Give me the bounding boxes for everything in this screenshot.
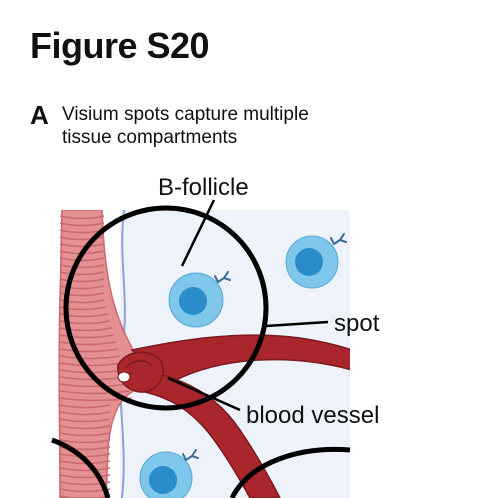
visium-spot-main: [63, 205, 269, 411]
visium-spot-lower-left: [51, 437, 111, 498]
blood-vessel: [117, 334, 350, 498]
antibody-icon: [330, 233, 347, 245]
visium-spot-lower-right: [229, 446, 351, 498]
vessel-ring: [59, 390, 130, 395]
vessel-ring: [59, 215, 105, 220]
vessel-ring: [59, 467, 111, 472]
vessel-ring: [59, 278, 105, 283]
vessel-ring: [59, 236, 105, 241]
antibody-icon: [214, 271, 231, 283]
vessel-ring: [59, 327, 112, 332]
spot-leader-line: [265, 320, 329, 328]
b-cell-center: [168, 271, 231, 328]
vessel-ring: [59, 439, 111, 444]
vessel-ring: [59, 222, 105, 227]
blood-vessel-opening: [117, 371, 131, 383]
blood-vessel-knot-highlight: [125, 360, 153, 369]
vessel-ring: [59, 285, 105, 290]
figure-title: Figure S20: [30, 25, 210, 66]
vessel-ring: [59, 432, 111, 437]
vessel-ring: [59, 418, 111, 423]
panel-caption: Visium spots capture multiple tissue com…: [62, 103, 422, 149]
b-follicle-leader-line: [180, 199, 216, 267]
vessel-ring: [59, 348, 118, 353]
blood-vessel-label: blood vessel: [246, 402, 379, 429]
vessel-ring: [59, 411, 111, 416]
vessel-ring: [59, 481, 111, 486]
antibody-icon: [182, 449, 199, 461]
vessel-ring: [59, 474, 111, 479]
b-cell-upper-right: [285, 233, 347, 289]
vessel-ring: [59, 264, 105, 269]
blood-vessel-upper-branch: [130, 334, 350, 385]
blood-vessel-lower-branch: [144, 371, 281, 498]
vessel-ring: [59, 271, 105, 276]
vessel-ring: [59, 460, 111, 465]
vessel-ring: [59, 320, 111, 325]
vessel-ring: [59, 404, 111, 409]
tissue-region: [58, 210, 350, 498]
vessel-ring: [59, 299, 105, 304]
blood-vessel-leader-line: [167, 376, 241, 412]
vessel-ring: [59, 383, 128, 388]
b-cell-bottom: [139, 449, 199, 498]
blood-vessel-knot: [117, 351, 164, 393]
panel-caption-line-2: tissue compartments: [62, 127, 238, 148]
vessel-ring: [59, 334, 114, 339]
spot-label: spot: [334, 310, 380, 337]
vessel-ring: [59, 341, 116, 346]
vessel-ring: [59, 292, 105, 297]
vessel-ring: [59, 257, 105, 262]
panel-letter: A: [30, 100, 49, 130]
vessel-ring: [59, 355, 120, 360]
vessel-ring: [59, 362, 122, 367]
b-follicle-label: B-follicle: [158, 174, 249, 201]
panel-caption-line-1: Visium spots capture multiple: [62, 104, 309, 125]
vessel-ring: [59, 243, 105, 248]
vessel-ring: [59, 425, 111, 430]
